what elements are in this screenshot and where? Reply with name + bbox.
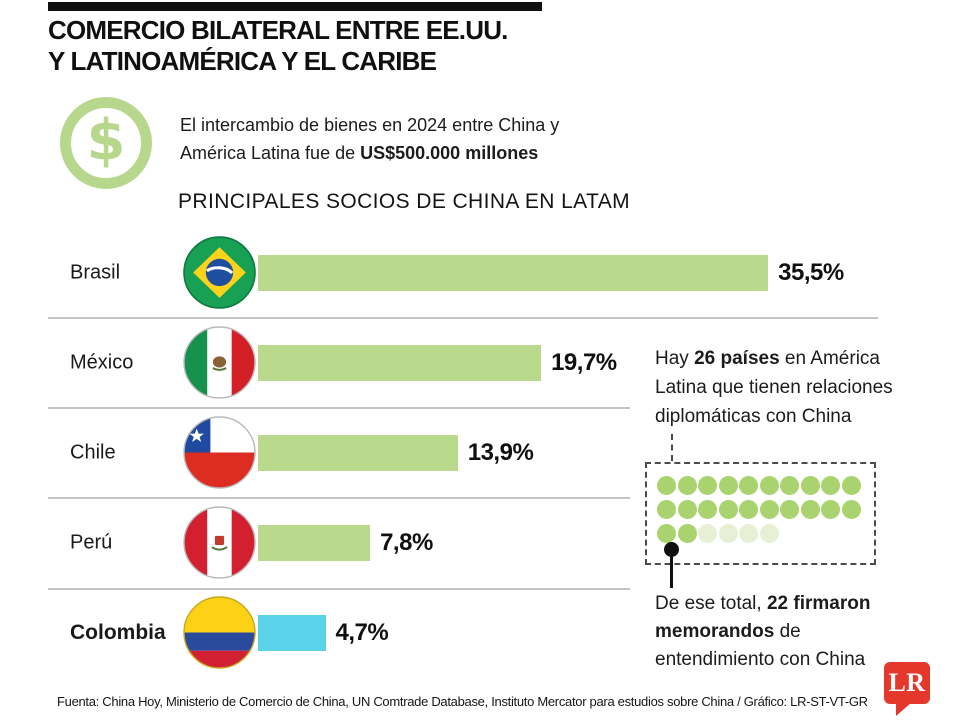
country-dot-memorandum [821,476,840,495]
bar-colombia [258,614,326,651]
country-label: Colombia [70,620,166,644]
header-rule [48,2,542,11]
country-dot-memorandum [800,476,820,495]
country-dot-memorandum [759,500,779,519]
peru-flag-icon [183,506,256,579]
country-dot-memorandum [800,500,820,519]
bar-peru [258,524,371,561]
chart-row-peru: Perú 7,8% [48,506,893,579]
country-dot [698,524,717,543]
chart-row-mexico: México 19,7% [48,326,893,399]
country-label: Chile [70,441,116,463]
intro-line1: El intercambio de bienes en 2024 entre C… [180,115,560,135]
country-dot-memorandum [698,476,717,495]
connector-line [671,434,673,461]
country-dot-memorandum [677,524,697,543]
country-dot-memorandum [718,500,738,519]
brazil-flag-icon [183,236,256,309]
fact-memorandum-count: 22 firmaron [766,593,871,614]
dots-grid [657,476,862,543]
country-dot-memorandum [718,476,738,495]
fact-diplomatic-relations: Hay 26 países en América Latina que tien… [655,348,893,427]
colombia-flag-icon [183,596,256,669]
bar-brasil [258,254,769,291]
page-title-line2: Y LATINOAMÉRICA Y EL CARIBE [48,46,437,76]
dollar-icon: $ [60,97,152,189]
callout-line [670,555,673,588]
country-dot-memorandum [698,500,717,519]
country-dot-memorandum [780,500,799,519]
country-dot [739,524,758,543]
chart-row-chile: Chile 13,9% [48,416,893,489]
row-divider [48,317,878,319]
lr-logo-tail [896,702,912,716]
page-title: COMERCIO BILATERAL ENTRE EE.UU. Y LATINO… [48,15,508,77]
country-dot-memorandum [657,476,676,495]
source-credit: Fuenta: China Hoy, Ministerio de Comerci… [57,694,868,709]
fact-memorandums: De ese total, 22 firmaron memorandos de … [655,593,871,670]
chart-row-brasil: Brasil 35,5% [48,236,893,309]
mexico-flag-icon [183,326,256,399]
bar-value-colombia: 4,7% [335,618,389,646]
country-dot-memorandum [657,500,676,519]
country-dot-memorandum [739,500,758,519]
country-label: Brasil [70,261,121,283]
country-dot-memorandum [841,476,861,495]
page-title-line1: COMERCIO BILATERAL ENTRE EE.UU. [48,15,508,45]
bar-chile [258,434,458,471]
row-divider [48,407,630,409]
section-title: PRINCIPALES SOCIOS DE CHINA EN LATAM [178,190,630,213]
bar-value-brasil: 35,5% [778,258,844,286]
dollar-glyph: $ [86,108,126,173]
intro-line2: América Latina fue de US$500.000 millone… [180,143,539,163]
bar-mexico [258,344,542,381]
dots-panel [645,462,876,565]
bar-value-chile: 13,9% [467,438,534,466]
lr-logo-text: LR [888,668,926,697]
fact-countries-count: 26 países [694,348,780,369]
chile-flag-icon [183,416,256,489]
row-divider [48,497,630,499]
country-dot-memorandum [841,500,861,519]
country-dot [718,524,738,543]
country-dot-memorandum [821,500,840,519]
bar-value-mexico: 19,7% [551,348,617,376]
country-dot-memorandum [677,476,697,495]
lr-logo: LR [884,662,930,704]
intro-amount: US$500.000 millones [360,143,539,163]
row-divider [48,588,630,590]
country-dot-memorandum [780,476,799,495]
country-dot-memorandum [759,476,779,495]
country-label: México [70,351,134,373]
country-label: Perú [70,531,113,553]
bar-value-peru: 7,8% [380,528,433,556]
chart-row-colombia: Colombia 4,7% [48,596,893,669]
callout-dot [664,542,679,557]
country-dot-memorandum [677,500,697,519]
country-dot-memorandum [739,476,758,495]
country-dot [759,524,779,543]
country-dot-memorandum [657,524,676,543]
intro-text: El intercambio de bienes en 2024 entre C… [180,111,559,167]
